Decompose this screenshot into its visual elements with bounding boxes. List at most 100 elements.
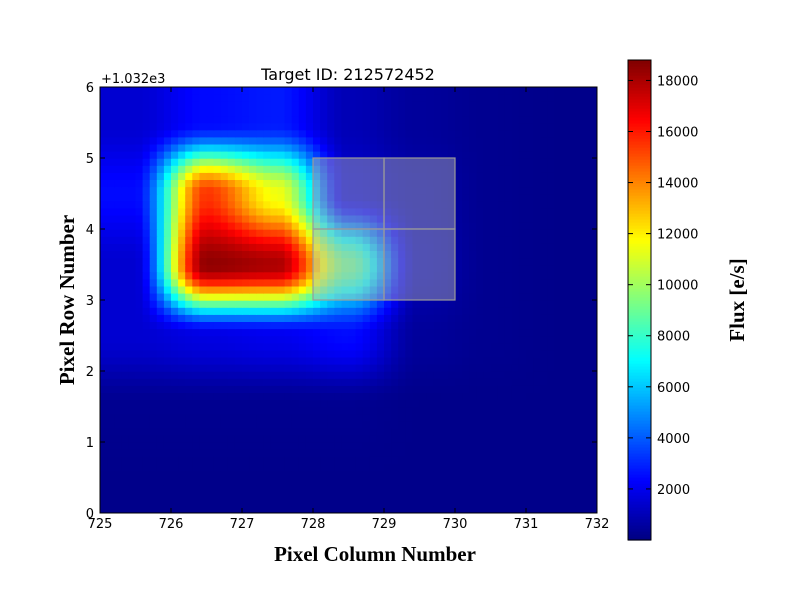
heatmap-cell (483, 392, 492, 401)
heatmap-cell (171, 285, 179, 294)
heatmap-cell (256, 413, 264, 422)
heatmap-cell (511, 300, 520, 308)
heatmap-cell (447, 108, 456, 117)
heatmap-cell (504, 129, 513, 138)
heatmap-cell (511, 449, 520, 457)
heatmap-cell (291, 371, 300, 379)
heatmap-cell (135, 456, 144, 464)
heatmap-cell (405, 143, 414, 152)
heatmap-cell (135, 349, 144, 358)
heatmap-cell (561, 342, 570, 351)
heatmap-cell (256, 122, 264, 131)
heatmap-cell (447, 335, 456, 344)
heatmap-cell (419, 150, 428, 159)
heatmap-cell (284, 143, 293, 152)
heatmap-cell (440, 463, 449, 472)
heatmap-cell (334, 392, 343, 401)
colorbar-strip (628, 261, 651, 265)
heatmap-cell (362, 442, 371, 450)
heatmap-cell (156, 243, 165, 251)
heatmap-cell (455, 491, 463, 500)
heatmap-cell (440, 321, 449, 330)
heatmap-cell (107, 307, 115, 315)
colorbar-strip (628, 375, 651, 379)
heatmap-cell (313, 392, 321, 401)
heatmap-cell (462, 427, 470, 436)
heatmap-cell (504, 484, 513, 493)
heatmap-cell (511, 243, 520, 251)
heatmap-cell (100, 193, 108, 202)
heatmap-cell (242, 200, 250, 209)
heatmap-cell (156, 406, 165, 415)
heatmap-cell (462, 200, 470, 209)
heatmap-cell (540, 158, 548, 166)
heatmap-cell (163, 470, 172, 479)
heatmap-cell (575, 342, 584, 351)
heatmap-cell (149, 207, 158, 216)
heatmap-cell (526, 250, 534, 259)
heatmap-cell (447, 420, 456, 429)
heatmap-cell (391, 434, 399, 443)
y-tick-label: 3 (86, 294, 94, 309)
heatmap-cell (234, 300, 243, 308)
heatmap-cell (547, 214, 556, 223)
heatmap-cell (376, 335, 385, 344)
heatmap-cell (249, 314, 257, 322)
heatmap-cell (476, 385, 485, 393)
heatmap-cell (100, 442, 108, 450)
heatmap-cell (256, 264, 264, 273)
heatmap-cell (199, 172, 208, 180)
heatmap-cell (192, 214, 201, 223)
heatmap-cell (305, 413, 314, 422)
heatmap-cell (384, 392, 392, 401)
heatmap-cell (369, 229, 378, 237)
heatmap-cell (376, 349, 385, 358)
heatmap-cell (305, 193, 314, 202)
heatmap-cell (142, 328, 151, 337)
heatmap-cell (149, 385, 158, 393)
heatmap-cell (284, 342, 293, 351)
heatmap-cell (114, 193, 122, 202)
heatmap-cell (582, 87, 591, 95)
heatmap-cell (249, 456, 257, 464)
heatmap-cell (284, 498, 293, 507)
heatmap-cell (554, 449, 563, 457)
heatmap-cell (384, 200, 392, 209)
heatmap-cell (405, 207, 414, 216)
heatmap-cell (178, 172, 186, 180)
heatmap-cell (469, 257, 477, 266)
heatmap-cell (242, 463, 250, 472)
heatmap-cell (355, 491, 364, 500)
heatmap-cell (270, 420, 279, 429)
heatmap-cell (398, 214, 406, 223)
heatmap-cell (100, 484, 108, 493)
heatmap-cell (327, 87, 335, 95)
heatmap-cell (547, 449, 556, 457)
heatmap-cell (348, 243, 357, 251)
heatmap-cell (192, 498, 201, 507)
heatmap-cell (227, 94, 236, 102)
heatmap-cell (376, 385, 385, 393)
heatmap-cell (391, 179, 399, 188)
heatmap-cell (178, 335, 186, 344)
heatmap-cell (199, 442, 208, 450)
heatmap-cell (462, 300, 470, 308)
heatmap-cell (249, 392, 257, 401)
heatmap-cell (334, 236, 343, 244)
heatmap-cell (199, 335, 208, 344)
heatmap-cell (199, 456, 208, 464)
heatmap-cell (327, 342, 335, 351)
heatmap-cell (192, 307, 201, 315)
heatmap-cell (469, 250, 477, 259)
heatmap-cell (369, 165, 378, 173)
heatmap-cell (327, 229, 335, 237)
colorbar-strip (628, 303, 651, 307)
heatmap-cell (114, 491, 122, 500)
heatmap-cell (391, 250, 399, 259)
heatmap-cell (398, 484, 406, 493)
heatmap-cell (384, 463, 392, 472)
heatmap-cell (554, 285, 563, 294)
heatmap-cell (518, 285, 527, 294)
heatmap-cell (291, 378, 300, 386)
heatmap-cell (561, 307, 570, 315)
